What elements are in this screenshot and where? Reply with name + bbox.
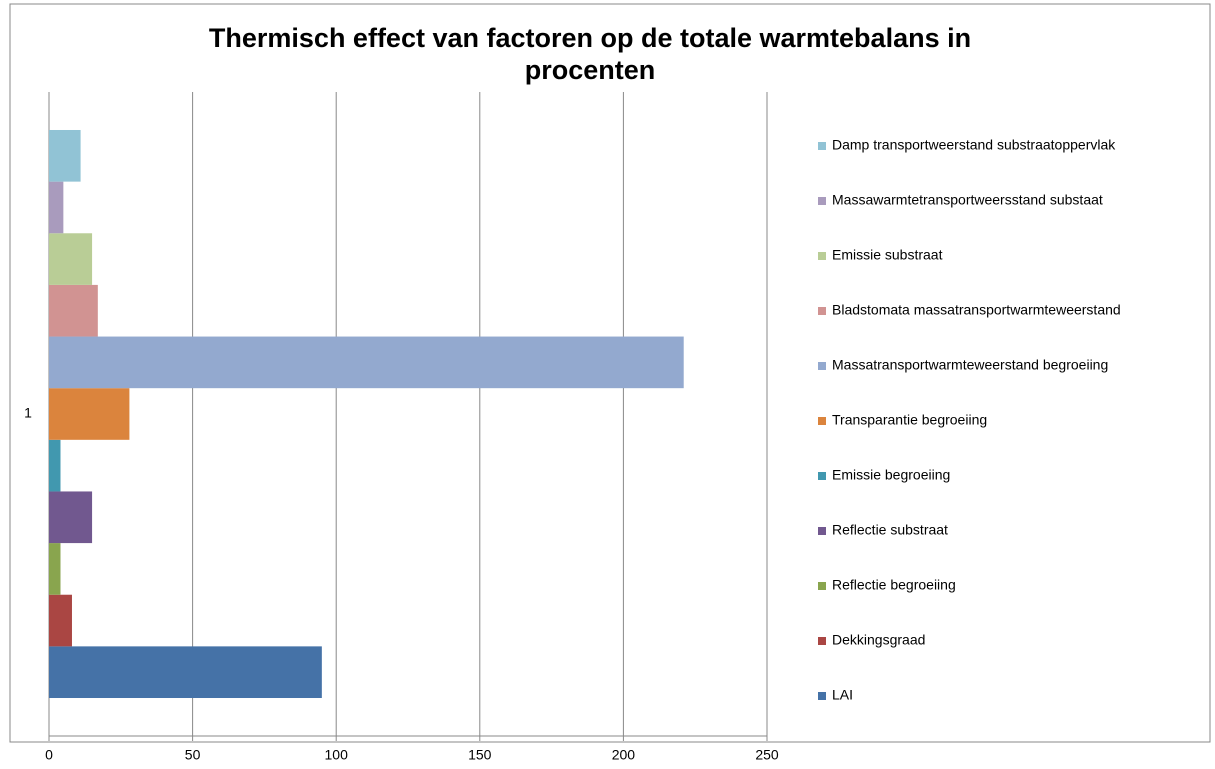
chart-border: [9, 3, 1211, 743]
legend-label: Reflectie substraat: [832, 522, 948, 538]
legend-label: Emissie begroeiing: [832, 467, 950, 483]
bar: [49, 646, 322, 699]
bar: [49, 388, 130, 440]
legend-swatch: [818, 527, 826, 535]
bar: [49, 439, 61, 492]
legend-label: Massawarmtetransportweersstand substaat: [832, 192, 1103, 208]
legend-swatch: [818, 362, 826, 370]
legend-swatch: [818, 252, 826, 260]
legend-label: Massatransportwarmteweerstand begroeiing: [832, 357, 1108, 373]
legend-swatch: [818, 637, 826, 645]
x-tick-label: 100: [325, 747, 349, 763]
bar: [49, 543, 61, 595]
legend-swatch: [818, 417, 826, 425]
legend-label: Bladstomata massatransportwarmteweerstan…: [832, 302, 1121, 318]
x-tick-label: 250: [755, 747, 779, 763]
legend-swatch: [818, 307, 826, 315]
bar: [49, 594, 72, 647]
legend-label: Reflectie begroeiing: [832, 577, 956, 593]
bar: [49, 181, 64, 234]
bar: [49, 233, 93, 285]
bar: [49, 284, 98, 337]
legend-label: Transparantie begroeiing: [832, 412, 987, 428]
x-tick-label: 150: [468, 747, 492, 763]
legend-swatch: [818, 582, 826, 590]
legend-swatch: [818, 197, 826, 205]
legend-swatch: [818, 692, 826, 700]
legend-label: Emissie substraat: [832, 247, 943, 263]
x-tick-label: 200: [612, 747, 636, 763]
x-tick-label: 0: [45, 747, 53, 763]
legend-label: Damp transportweerstand substraatoppervl…: [832, 137, 1116, 153]
legend-label: LAI: [832, 687, 853, 703]
bar: [49, 336, 684, 389]
bar: [49, 491, 93, 544]
y-tick-label: 1: [24, 405, 32, 421]
bar: [49, 129, 81, 182]
x-tick-label: 50: [185, 747, 201, 763]
legend-label: Dekkingsgraad: [832, 632, 925, 648]
legend-swatch: [818, 472, 826, 480]
chart-title: Thermisch effect van factoren op de tota…: [208, 23, 972, 85]
legend-swatch: [818, 142, 826, 150]
